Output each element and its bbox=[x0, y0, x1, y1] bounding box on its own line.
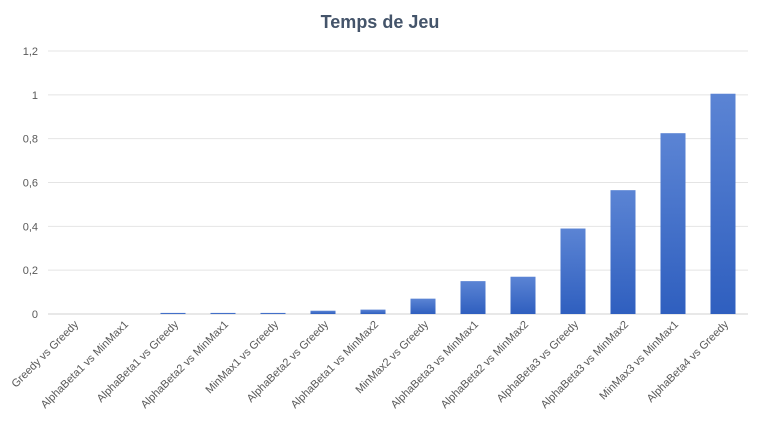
x-tick-label: AlphaBeta1 vs Greedy bbox=[95, 318, 182, 405]
bars bbox=[160, 93, 736, 314]
x-tick-label: AlphaBeta3 vs MinMax2 bbox=[539, 319, 631, 411]
bar bbox=[710, 93, 736, 314]
bar bbox=[210, 312, 236, 314]
x-tick-label: AlphaBeta2 vs MinMax1 bbox=[139, 319, 231, 411]
bar bbox=[160, 312, 186, 314]
x-tick-label: AlphaBeta1 vs MinMax2 bbox=[289, 319, 381, 411]
x-tick-label: AlphaBeta3 vs Greedy bbox=[495, 318, 582, 405]
chart-title: Temps de Jeu bbox=[321, 12, 440, 32]
bar bbox=[610, 190, 636, 314]
bar bbox=[660, 133, 686, 314]
bar bbox=[260, 312, 286, 314]
bar bbox=[460, 281, 486, 314]
bar bbox=[310, 310, 336, 314]
y-axis-ticks: 0 0,2 0,4 0,6 0,8 1 1,2 bbox=[23, 46, 38, 321]
y-tick-label: 0,2 bbox=[23, 265, 38, 277]
bar bbox=[510, 276, 536, 314]
y-tick-label: 0,8 bbox=[23, 134, 38, 146]
x-tick-label: AlphaBeta3 vs MinMax1 bbox=[389, 319, 481, 411]
bar bbox=[560, 228, 586, 314]
x-tick-label: AlphaBeta2 vs MinMax2 bbox=[439, 319, 531, 411]
x-tick-label: AlphaBeta2 vs Greedy bbox=[245, 318, 332, 405]
y-tick-label: 1 bbox=[32, 90, 38, 102]
bar bbox=[360, 309, 386, 314]
y-tick-label: 0 bbox=[32, 309, 38, 321]
y-tick-label: 1,2 bbox=[23, 46, 38, 58]
bar bbox=[410, 298, 436, 314]
gridlines bbox=[48, 50, 748, 315]
x-tick-label: AlphaBeta1 vs MinMax1 bbox=[39, 319, 131, 411]
y-tick-label: 0,6 bbox=[23, 178, 38, 190]
x-tick-label: AlphaBeta4 vs Greedy bbox=[645, 318, 732, 405]
y-tick-label: 0,4 bbox=[23, 221, 38, 233]
